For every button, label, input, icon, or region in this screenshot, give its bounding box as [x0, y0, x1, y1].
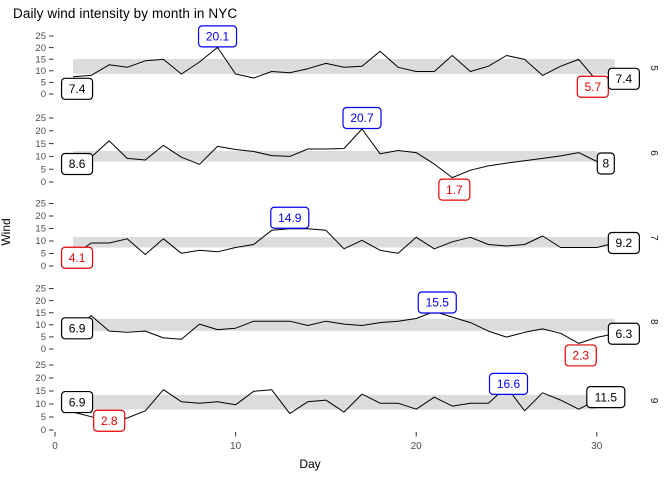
max-value-label: 20.7	[350, 111, 374, 125]
wind-line-month-5	[73, 46, 616, 82]
y-tick-label: 20	[35, 296, 46, 307]
wind-line-month-8	[72, 311, 615, 344]
y-tick-label: 25	[35, 360, 46, 371]
min-value-label-box	[60, 246, 94, 269]
y-tick-label: 25	[35, 284, 46, 295]
min-value-label-box	[564, 344, 597, 367]
y-tick-label: 15	[35, 308, 46, 319]
first-value-label: 6.9	[69, 395, 86, 409]
first-value-label: 6.9	[69, 322, 86, 336]
y-tick-label: 0	[41, 261, 46, 272]
y-tick-label: 25	[35, 31, 46, 42]
y-tick-label: 5	[41, 164, 46, 175]
last-value-label: 9.2	[616, 236, 633, 250]
reference-band-month-9	[73, 394, 597, 410]
min-value-label: 1.7	[446, 183, 463, 197]
y-tick-label: 0	[41, 177, 46, 188]
y-tick-label: 15	[35, 54, 46, 65]
first-value-label-box	[60, 77, 94, 100]
y-tick-label: 15	[35, 224, 46, 235]
max-value-label-box	[270, 206, 310, 229]
y-tick-label: 25	[35, 113, 46, 124]
wind-line-month-6	[73, 128, 598, 179]
last-value-label-box	[607, 322, 640, 345]
facet-strip-label-month-8: 8	[648, 319, 659, 325]
last-value-label: 7.4	[616, 72, 633, 86]
y-tick-label: 5	[41, 412, 46, 423]
y-tick-label: 0	[41, 425, 46, 436]
facet-strip-label-month-6: 6	[648, 150, 659, 156]
y-tick-label: 10	[35, 236, 46, 247]
last-value-label-box	[607, 67, 640, 90]
x-tick-label: 30	[591, 441, 603, 452]
last-value-label-box	[586, 386, 626, 409]
y-tick-label: 20	[35, 43, 46, 54]
x-axis-title: Day	[299, 457, 321, 471]
reference-band-month-5	[73, 58, 615, 75]
y-tick-label: 0	[41, 89, 46, 100]
min-value-label-box	[93, 409, 126, 432]
y-tick-label: 5	[41, 332, 46, 343]
y-tick-label: 10	[35, 320, 46, 331]
max-value-label: 16.6	[497, 377, 521, 391]
first-value-label: 7.4	[69, 82, 86, 96]
min-value-label: 4.1	[69, 251, 86, 265]
max-value-label: 14.9	[278, 211, 302, 225]
max-value-label: 20.1	[206, 30, 230, 44]
y-tick-label: 15	[35, 139, 46, 150]
last-value-label-box	[596, 152, 615, 175]
first-value-label-box	[60, 152, 94, 176]
y-tick-label: 15	[35, 386, 46, 397]
last-value-label: 6.3	[616, 327, 633, 341]
x-tick-label: 0	[52, 441, 58, 452]
max-value-label-box	[197, 25, 238, 48]
y-tick-label: 20	[35, 211, 46, 222]
first-value-label: 8.6	[69, 157, 86, 171]
last-value-label-box	[607, 231, 640, 255]
last-value-label: 11.5	[595, 390, 618, 404]
min-value-label-box	[438, 178, 471, 201]
y-tick-label: 25	[35, 199, 46, 210]
y-axis-title: Wind	[0, 218, 13, 246]
first-value-label-box	[60, 317, 94, 340]
x-tick-label: 20	[411, 441, 423, 452]
y-tick-label: 10	[35, 66, 46, 77]
y-tick-label: 20	[35, 373, 46, 384]
y-tick-label: 20	[35, 126, 46, 137]
min-value-label: 5.7	[584, 80, 601, 94]
facet-strip-label-month-7: 7	[648, 235, 659, 241]
y-tick-label: 0	[41, 344, 46, 355]
x-tick-label: 10	[230, 441, 242, 452]
max-value-label-box	[488, 372, 529, 395]
y-tick-label: 5	[41, 249, 46, 260]
last-value-label: 8	[602, 157, 609, 171]
y-tick-label: 5	[41, 78, 46, 89]
max-value-label-box	[342, 106, 382, 130]
reference-band-month-7	[73, 237, 615, 248]
y-tick-label: 10	[35, 399, 46, 410]
reference-band-month-8	[73, 318, 615, 331]
min-value-label: 2.3	[572, 349, 589, 363]
wind-line-month-7	[72, 228, 616, 257]
reference-band-month-6	[73, 151, 597, 162]
facet-strip-label-month-5: 5	[648, 65, 659, 71]
y-tick-label: 10	[35, 152, 46, 163]
plot-title: Daily wind intensity by month in NYC	[13, 6, 238, 21]
max-value-label-box	[417, 291, 457, 314]
min-value-label: 2.8	[101, 414, 118, 428]
facet-strip-label-month-9: 9	[648, 398, 659, 404]
first-value-label-box	[60, 390, 94, 414]
max-value-label: 15.5	[426, 296, 450, 310]
